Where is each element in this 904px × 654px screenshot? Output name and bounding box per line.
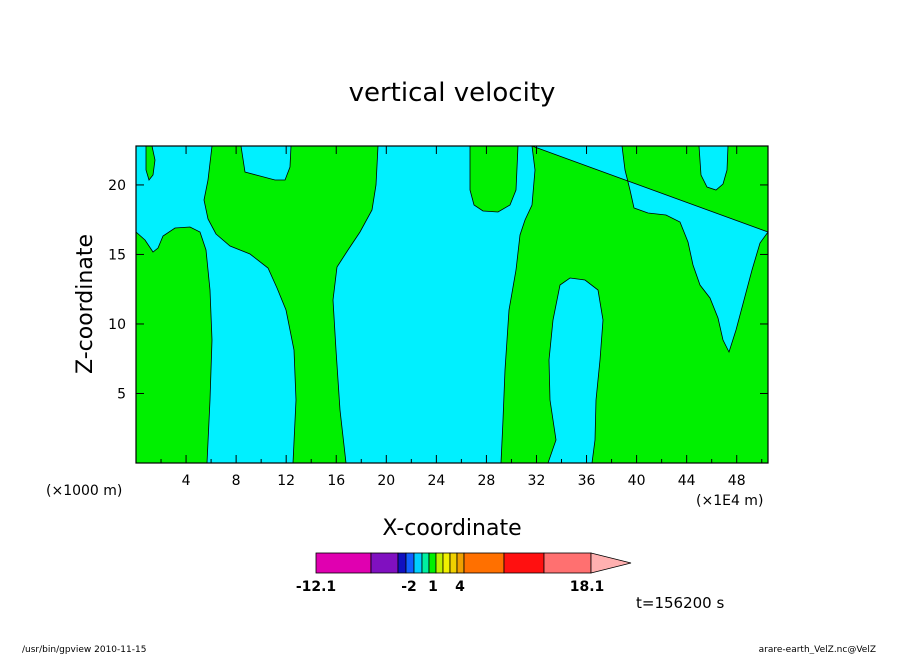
colorbar-segment	[370, 552, 399, 574]
colorbar-segment	[315, 552, 372, 574]
time-label: t=156200 s	[636, 594, 724, 612]
colorbar	[315, 552, 632, 574]
colorbar-label: -12.1	[296, 579, 336, 595]
x-tick-label: 32	[528, 473, 546, 489]
colorbar-segment	[397, 552, 407, 574]
y-tick-label: 15	[108, 247, 126, 263]
footer-left: /usr/bin/gpview 2010-11-15	[22, 645, 146, 654]
colorbar-segment	[428, 552, 437, 574]
colorbar-segment	[456, 552, 465, 574]
colorbar-segment	[405, 552, 415, 574]
x-tick-label: 12	[277, 473, 295, 489]
x-tick-label: 48	[728, 473, 746, 489]
colorbar-label: 1	[428, 579, 438, 595]
contour-positive-regions	[135, 145, 769, 464]
x-axis-unit-right: (×1E4 m)	[696, 493, 763, 509]
colorbar-segment	[463, 552, 505, 574]
colorbar-labels: -12.1 -2 1 4 18.1	[296, 579, 604, 595]
x-tick-label: 4	[182, 473, 191, 489]
y-axis-ticks: 5 10 15 20	[108, 178, 768, 402]
colorbar-label: 4	[455, 579, 465, 595]
colorbar-segment	[421, 552, 430, 574]
y-tick-label: 20	[108, 178, 126, 194]
y-tick-label: 5	[117, 386, 126, 402]
colorbar-segment	[442, 552, 451, 574]
colorbar-arrow	[590, 552, 632, 574]
plot-frame	[135, 145, 769, 464]
x-axis-unit-left: (×1000 m)	[46, 483, 122, 499]
x-tick-label: 16	[327, 473, 345, 489]
contour-region-left	[135, 226, 213, 464]
contour-region-top-center	[469, 145, 519, 213]
colorbar-segment	[449, 552, 458, 574]
x-tick-label: 36	[578, 473, 596, 489]
colorbar-label: 18.1	[570, 579, 605, 595]
y-axis-label: Z-coordinate	[73, 234, 98, 374]
x-tick-label: 44	[678, 473, 696, 489]
y-tick-label: 10	[108, 317, 126, 333]
x-axis-ticks: 4 8 12 16 20 24 28 32 36 40 44 48	[160, 146, 763, 489]
x-tick-label: 8	[232, 473, 241, 489]
contour-region-left-mid	[203, 145, 379, 464]
x-axis-label: X-coordinate	[382, 516, 521, 541]
x-tick-label: 24	[427, 473, 445, 489]
x-tick-label: 40	[628, 473, 646, 489]
colorbar-segment	[413, 552, 423, 574]
colorbar-segment	[435, 552, 444, 574]
x-tick-label: 28	[478, 473, 496, 489]
colorbar-segment	[503, 552, 545, 574]
x-tick-label: 20	[377, 473, 395, 489]
colorbar-label: -2	[401, 579, 417, 595]
colorbar-segment	[543, 552, 592, 574]
footer-right: arare-earth_VelZ.nc@VelZ	[759, 645, 876, 654]
chart-title: vertical velocity	[349, 78, 556, 108]
